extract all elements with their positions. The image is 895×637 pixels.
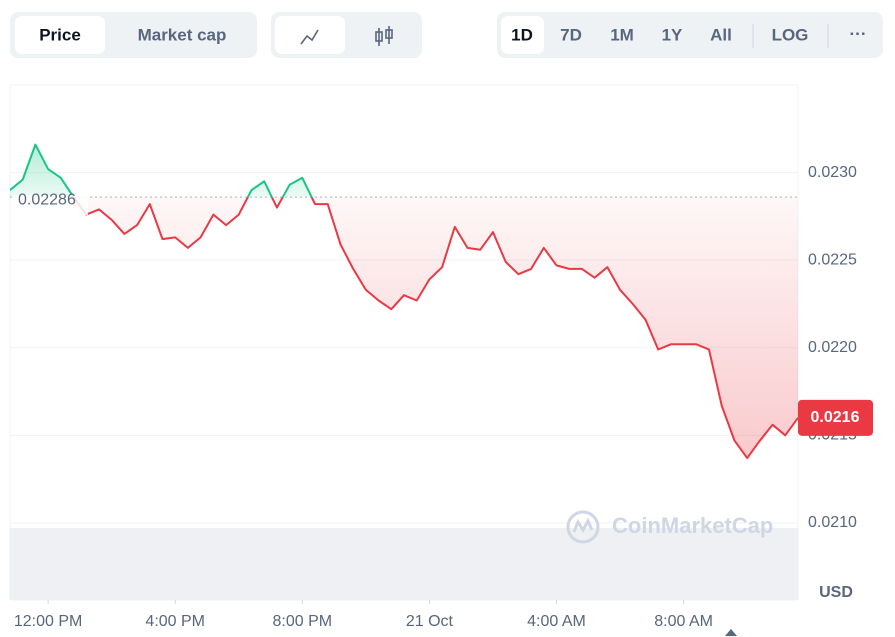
range-group xyxy=(497,12,883,58)
tab-price[interactable]: Price xyxy=(39,25,81,44)
y-tick-label: 0.0210 xyxy=(808,514,857,531)
reference-label: 0.02286 xyxy=(18,191,76,208)
range-1y[interactable]: 1Y xyxy=(662,25,683,44)
range-1m[interactable]: 1M xyxy=(610,25,634,44)
y-tick-label: 0.0220 xyxy=(808,339,857,356)
current-price-badge xyxy=(798,399,873,436)
area-above xyxy=(10,144,312,198)
range-7d[interactable]: 7D xyxy=(560,25,582,44)
current-price-label: 0.0216 xyxy=(811,409,860,426)
log-toggle[interactable]: LOG xyxy=(772,25,809,44)
range-selected xyxy=(501,16,544,54)
x-tick-label: 8:00 AM xyxy=(654,613,713,630)
y-tick-label: 0.0230 xyxy=(808,164,857,181)
watermark-logo xyxy=(566,510,600,544)
candle-icon[interactable] xyxy=(375,26,393,46)
tab-market-cap[interactable]: Market cap xyxy=(138,25,227,44)
x-tick-label: 21 Oct xyxy=(406,613,454,630)
reference-label-bg xyxy=(14,195,88,216)
x-tick-label: 12:00 PM xyxy=(14,613,82,630)
area-below xyxy=(10,197,798,459)
x-tick-label: 4:00 PM xyxy=(145,613,205,630)
y-tick-label: 0.0225 xyxy=(808,251,857,268)
range-all[interactable]: All xyxy=(710,25,732,44)
marker xyxy=(725,629,737,636)
price-line-down xyxy=(72,197,798,460)
watermark: CoinMarketCap xyxy=(612,513,773,538)
tab-selected xyxy=(15,16,105,54)
range-1d[interactable]: 1D xyxy=(511,25,533,44)
volume-band xyxy=(10,528,798,600)
x-tick-label: 8:00 PM xyxy=(273,613,333,630)
x-tick-label: 4:00 AM xyxy=(527,613,586,630)
line-icon[interactable] xyxy=(300,29,319,45)
more-button[interactable]: ··· xyxy=(850,24,867,43)
y-axis-label: USD xyxy=(819,584,853,601)
type-selected[interactable] xyxy=(275,16,345,54)
